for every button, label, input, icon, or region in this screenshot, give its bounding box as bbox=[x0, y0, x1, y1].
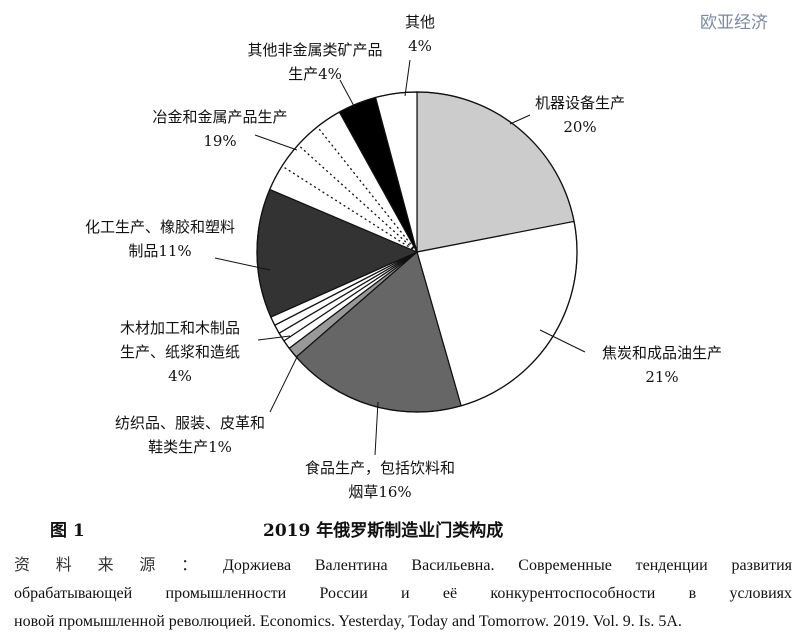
leader-line bbox=[339, 79, 356, 109]
slice-label: 纺织品、服装、皮革和 bbox=[115, 414, 265, 432]
leader-line bbox=[404, 59, 411, 97]
slice-hatch-line bbox=[297, 144, 418, 253]
slice-label: 焦炭和成品油生产 bbox=[602, 344, 722, 362]
leader-line bbox=[374, 401, 379, 456]
slice-label: 冶金和金属产品生产 bbox=[152, 108, 287, 126]
slice-hatch-line bbox=[278, 251, 418, 334]
slice-hatch-line bbox=[316, 126, 418, 253]
leader-line bbox=[509, 114, 531, 125]
slice-label: 20% bbox=[563, 118, 596, 136]
slice-label: 19% bbox=[203, 132, 236, 150]
source-line-3: новой промышленной революцией. Economics… bbox=[14, 613, 682, 630]
source-label: 资料来源： bbox=[14, 557, 223, 574]
slice-label: 21% bbox=[645, 368, 678, 386]
slice-label: 其他 bbox=[405, 13, 435, 31]
leader-line bbox=[254, 134, 298, 151]
leader-line bbox=[214, 257, 271, 271]
slice-label: 木材加工和木制品 bbox=[120, 319, 240, 337]
leader-line bbox=[269, 354, 299, 413]
pie-outline bbox=[256, 91, 578, 413]
figure-label: 图 1 bbox=[50, 521, 85, 541]
slice-hatch-line bbox=[274, 251, 418, 326]
slice-label: 4% bbox=[408, 37, 432, 55]
source-line-1: Доржиева Валентина Васильевна. Современн… bbox=[222, 557, 792, 574]
slice-hatch-line bbox=[283, 251, 418, 342]
leader-line bbox=[257, 335, 291, 341]
source-note: 资料来源：Доржиева Валентина Васильевна. Совр… bbox=[14, 552, 792, 636]
slice-label: 4% bbox=[168, 367, 192, 385]
slice-label: 化工生产、橡胶和塑料 bbox=[85, 218, 235, 236]
leader-line bbox=[539, 329, 586, 353]
slice-hatch-line bbox=[281, 165, 418, 253]
slice-label: 食品生产，包括饮料和 bbox=[305, 459, 455, 477]
slice-label: 烟草16% bbox=[348, 483, 411, 501]
figure-title: 2019 年俄罗斯制造业门类构成 bbox=[263, 521, 504, 541]
slice-label: 生产、纸浆和造纸 bbox=[120, 343, 240, 361]
slice-label: 生产4% bbox=[288, 65, 342, 83]
watermark: 欧亚经济 bbox=[700, 13, 768, 33]
slice-label: 鞋类生产1% bbox=[148, 438, 232, 456]
slice-label: 机器设备生产 bbox=[535, 94, 625, 112]
source-line-2: обрабатывающей промышленности России и е… bbox=[14, 585, 792, 602]
slice-label: 制品11% bbox=[128, 242, 191, 260]
slice-label: 其他非金属类矿产品 bbox=[247, 41, 382, 59]
